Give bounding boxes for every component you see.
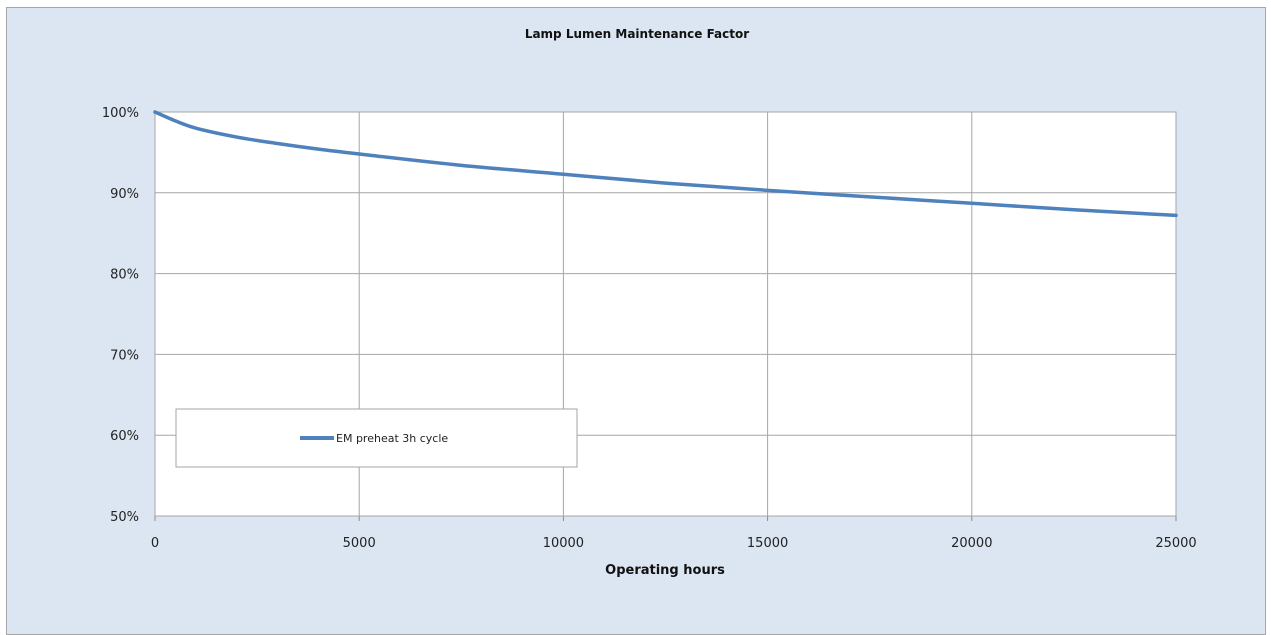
y-tick-label: 50%: [110, 510, 139, 525]
x-axis-ticks: 0 5000 10000 15000 20000 25000: [151, 536, 1197, 551]
y-tick-label: 100%: [102, 106, 139, 121]
x-tick-label: 20000: [951, 536, 992, 551]
y-tick-label: 80%: [110, 268, 139, 283]
x-tick-label: 25000: [1155, 536, 1196, 551]
y-tick-label: 90%: [110, 187, 139, 202]
y-axis-ticks: 50% 60% 70% 80% 90% 100%: [102, 106, 139, 525]
series-group: [153, 110, 1178, 218]
x-tick-label: 15000: [747, 536, 788, 551]
series-line: [153, 110, 1178, 218]
legend: EM preheat 3h cycle: [175, 408, 578, 468]
legend-label: EM preheat 3h cycle: [336, 432, 448, 445]
y-tick-label: 70%: [110, 348, 139, 363]
x-tick-label: 0: [151, 536, 159, 551]
x-tick-label: 5000: [343, 536, 376, 551]
gridlines: [154, 111, 1177, 521]
x-axis-label: Operating hours: [605, 563, 725, 578]
y-tick-label: 60%: [110, 429, 139, 444]
chart-title: Lamp Lumen Maintenance Factor: [525, 27, 749, 41]
plot-border: [154, 111, 1177, 517]
x-tick-label: 10000: [543, 536, 584, 551]
legend-box: [175, 408, 578, 468]
